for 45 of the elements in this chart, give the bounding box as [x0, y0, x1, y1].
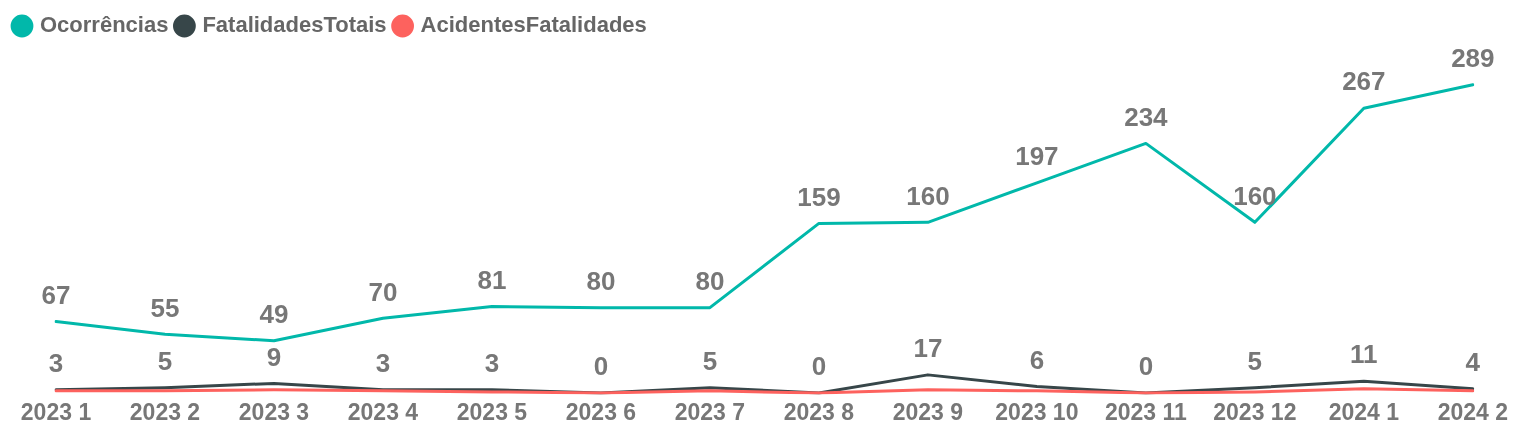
x-tick-label: 2023 4 — [347, 399, 419, 426]
data-label: 80 — [695, 265, 725, 296]
x-tick-label: 2023 3 — [238, 399, 310, 426]
data-label: 5 — [1247, 345, 1263, 376]
x-tick-label: 2023 11 — [1104, 399, 1188, 426]
legend-label: FatalidadesTotais — [202, 12, 387, 38]
data-label: 5 — [157, 345, 173, 376]
data-label: 289 — [1451, 42, 1495, 73]
data-label: 6 — [1029, 344, 1045, 375]
data-label: 17 — [913, 333, 943, 364]
data-label: 0 — [1138, 351, 1154, 382]
x-tick-label: 2023 12 — [1213, 399, 1297, 426]
data-label: 160 — [1233, 180, 1277, 211]
data-label: 3 — [48, 347, 64, 378]
data-label: 55 — [150, 292, 180, 323]
x-tick-label: 2023 10 — [995, 399, 1079, 426]
data-label: 49 — [259, 298, 289, 329]
x-tick-label: 2023 7 — [674, 399, 746, 426]
data-label: 81 — [477, 264, 507, 295]
data-label: 4 — [1465, 346, 1481, 377]
data-label: 159 — [797, 181, 841, 212]
data-label: 80 — [586, 265, 616, 296]
x-tick-label: 2024 2 — [1437, 399, 1509, 426]
data-label: 267 — [1342, 66, 1386, 97]
x-tick-label: 2023 6 — [565, 399, 637, 426]
data-label: 9 — [266, 341, 282, 372]
data-label: 3 — [375, 347, 391, 378]
legend-label: Ocorrências — [40, 12, 169, 38]
data-label: 197 — [1015, 141, 1059, 172]
x-tick-label: 2023 9 — [892, 399, 964, 426]
data-label: 70 — [368, 276, 398, 307]
data-label: 160 — [906, 180, 950, 211]
x-tick-label: 2023 5 — [456, 399, 528, 426]
x-tick-label: 2023 2 — [129, 399, 201, 426]
data-label: 3 — [484, 347, 500, 378]
data-label: 0 — [811, 351, 827, 382]
data-label: 0 — [593, 351, 609, 382]
x-tick-label: 2023 8 — [783, 399, 855, 426]
data-label: 67 — [41, 279, 71, 310]
legend-label: AcidentesFatalidades — [420, 12, 647, 38]
data-label: 234 — [1124, 101, 1169, 132]
x-tick-label: 2023 1 — [20, 399, 92, 426]
data-label: 5 — [702, 345, 718, 376]
x-tick-label: 2024 1 — [1328, 399, 1400, 426]
data-label: 11 — [1350, 339, 1378, 370]
